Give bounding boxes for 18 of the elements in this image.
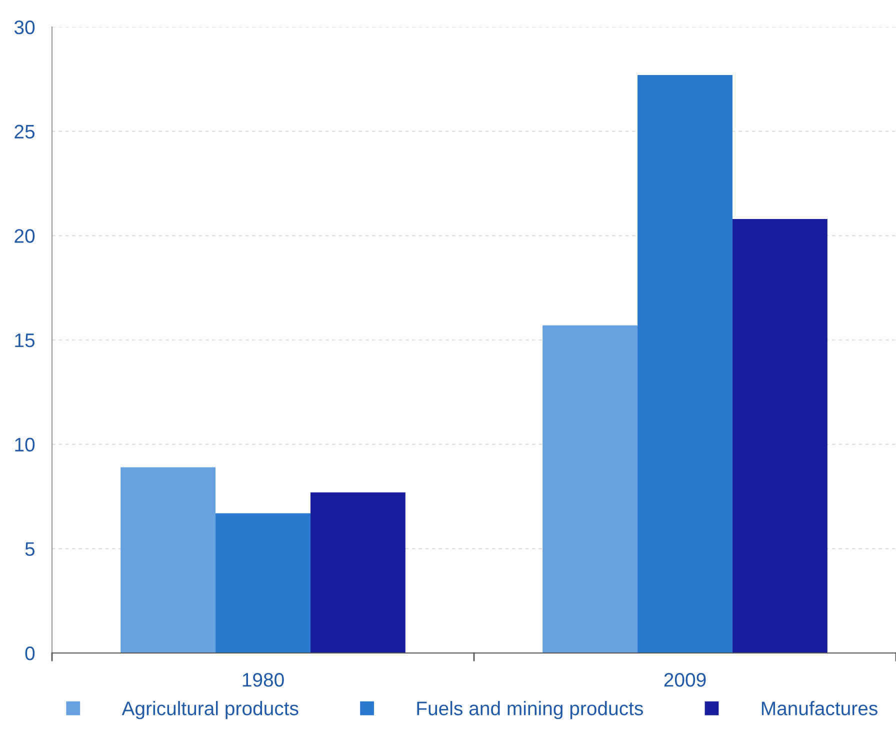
y-tick-label: 15 <box>15 334 35 348</box>
bar <box>310 492 406 653</box>
x-tick-label: 2009 <box>664 672 706 687</box>
bar <box>638 74 732 653</box>
y-tick-label: 30 <box>14 20 35 34</box>
x-tick-label: 1980 <box>242 672 284 687</box>
legend-label: Agricultural products <box>122 701 298 720</box>
legend-label: Manufactures <box>762 701 878 716</box>
legend-label: Fuels and mining products <box>417 701 643 720</box>
bar <box>120 467 216 653</box>
y-tick-label: 10 <box>15 438 35 452</box>
bar <box>216 513 310 653</box>
y-tick-label: 5 <box>25 542 35 556</box>
y-tick-label: 0 <box>25 646 35 660</box>
y-tick-label: 25 <box>14 124 35 139</box>
bar <box>732 218 828 653</box>
y-tick-label: 20 <box>14 229 35 243</box>
bar <box>542 325 638 653</box>
